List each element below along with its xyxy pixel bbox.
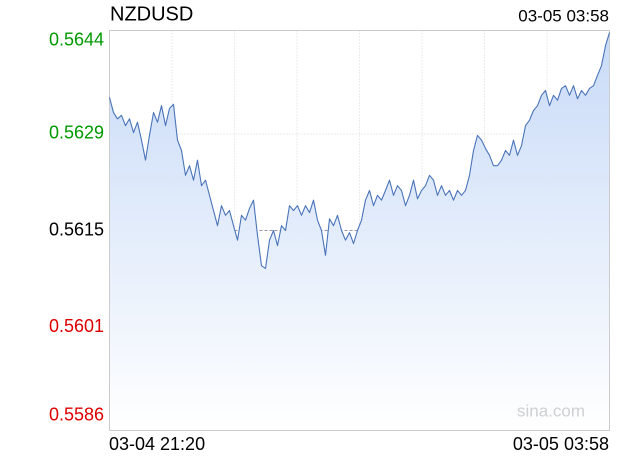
y-tick-label: 0.5615 [49,219,104,239]
plot-frame [109,30,610,431]
y-tick-label: 0.5629 [49,123,104,143]
watermark: sina.com [517,401,585,420]
price-line [108,32,611,269]
y-tick-label: 0.5586 [49,404,104,424]
chart-title: NZDUSD [110,3,193,25]
timestamp: 03-05 03:58 [518,6,609,25]
x-axis-label: 03-05 03:58 [513,434,609,454]
y-tick-label: 0.5644 [49,29,104,49]
y-tick-label: 0.5601 [49,316,104,336]
area [109,32,610,431]
x-axis-label: 03-04 21:20 [109,434,205,454]
